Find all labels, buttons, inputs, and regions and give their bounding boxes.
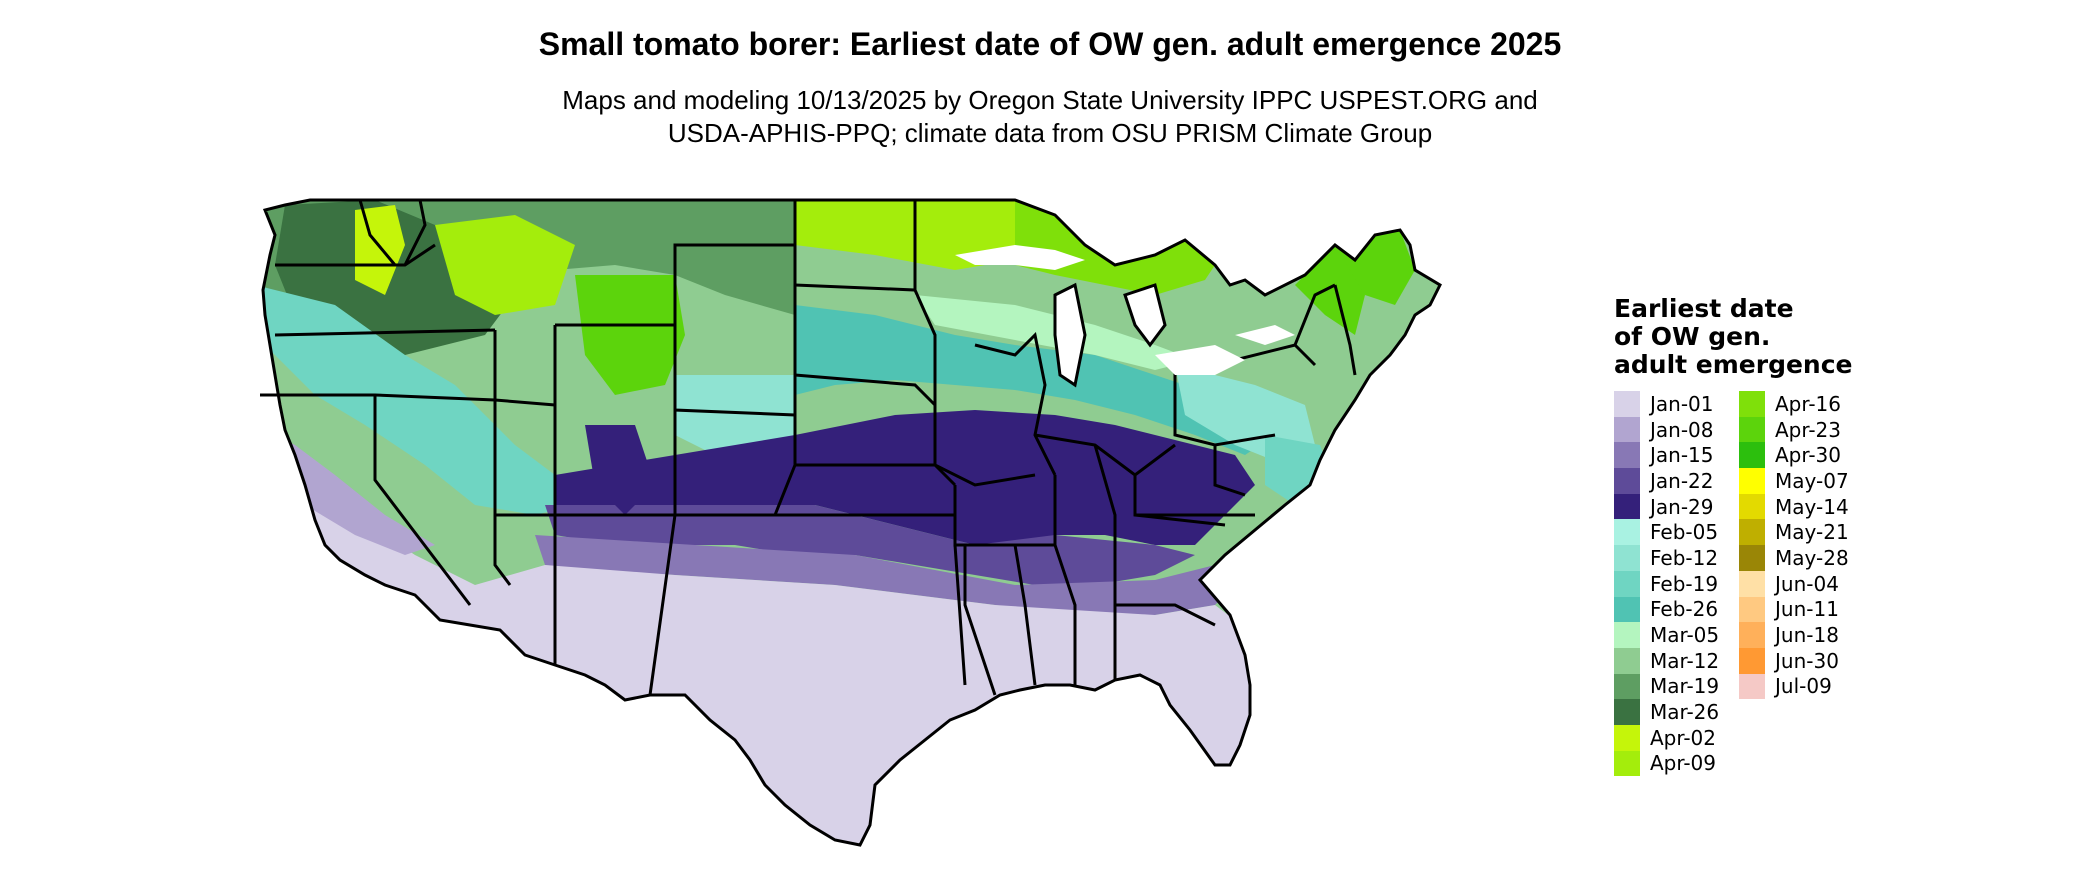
legend-label: Mar-05 xyxy=(1650,623,1720,648)
legend-label: Jun-30 xyxy=(1775,648,1839,673)
legend-item: Jul-09 xyxy=(1739,673,1849,700)
legend-swatch xyxy=(1739,493,1765,520)
legend-title-line-2: of OW gen. xyxy=(1614,322,1771,351)
map-subtitle: Maps and modeling 10/13/2025 by Oregon S… xyxy=(0,84,2100,150)
legend-swatch xyxy=(1739,416,1765,443)
us-map-svg xyxy=(260,198,1442,847)
legend-swatch xyxy=(1614,622,1640,648)
legend-label: May-28 xyxy=(1775,545,1849,570)
legend-item: Mar-26 xyxy=(1614,699,1719,725)
legend-item: May-14 xyxy=(1739,493,1849,520)
legend-swatch xyxy=(1614,468,1640,494)
legend-swatch xyxy=(1614,596,1640,623)
us-map xyxy=(255,185,1595,885)
legend-item: Jun-30 xyxy=(1739,647,1849,674)
legend-swatch xyxy=(1614,442,1640,469)
legend-swatch xyxy=(1739,647,1765,674)
legend-item: Feb-19 xyxy=(1614,570,1719,597)
legend-swatch xyxy=(1739,545,1765,571)
legend-label: Jun-11 xyxy=(1775,597,1839,622)
legend-label: Feb-19 xyxy=(1650,571,1719,596)
lake-shorelines xyxy=(1053,282,1167,388)
state-boundaries xyxy=(260,198,1442,847)
legend-item: Jan-22 xyxy=(1614,468,1719,494)
legend-swatch xyxy=(1739,622,1765,648)
legend-item: Feb-05 xyxy=(1614,519,1719,546)
subtitle-line-1: Maps and modeling 10/13/2025 by Oregon S… xyxy=(562,85,1538,115)
legend-item: Apr-02 xyxy=(1614,724,1719,751)
legend-swatch xyxy=(1614,570,1640,597)
legend-item: Mar-12 xyxy=(1614,647,1720,674)
legend-swatch xyxy=(1739,468,1765,494)
great-lakes xyxy=(955,245,1295,385)
legend-item: Mar-05 xyxy=(1614,622,1719,648)
legend-item: May-07 xyxy=(1739,468,1849,494)
legend-label: Mar-19 xyxy=(1650,674,1720,699)
legend-item: Jun-18 xyxy=(1739,622,1849,648)
legend-item: Apr-30 xyxy=(1739,442,1849,469)
legend-label: Apr-09 xyxy=(1650,751,1716,776)
legend-swatch xyxy=(1614,750,1640,777)
legend-column-2: Apr-16 Apr-23 Apr-30 May-07 May-14 May-21 May-… xyxy=(1739,391,1849,700)
map-title: Small tomato borer: Earliest date of OW … xyxy=(538,26,1562,62)
legend-label: Jan-29 xyxy=(1650,494,1714,519)
legend-item: Jan-01 xyxy=(1614,391,1719,417)
legend-item: Feb-26 xyxy=(1614,596,1719,623)
legend-item: Feb-12 xyxy=(1614,545,1719,571)
legend-label: Apr-16 xyxy=(1775,391,1841,416)
legend-item: Apr-09 xyxy=(1614,750,1719,777)
legend-swatch xyxy=(1739,519,1765,546)
legend-label: May-21 xyxy=(1775,520,1849,545)
legend-swatch xyxy=(1614,416,1640,443)
legend-label: Jan-01 xyxy=(1650,391,1714,416)
legend-swatch xyxy=(1614,673,1640,700)
legend-item: Apr-23 xyxy=(1739,416,1849,443)
legend-swatch xyxy=(1614,493,1640,520)
legend-column-1: Jan-01 Jan-08 Jan-15 Jan-22 Jan-29 Feb-05 Feb-… xyxy=(1614,391,1720,777)
legend-swatch xyxy=(1614,647,1640,674)
legend-label: May-07 xyxy=(1775,468,1849,493)
legend-item: Jan-15 xyxy=(1614,442,1719,469)
legend-label: Apr-23 xyxy=(1775,417,1841,442)
legend-label: Mar-26 xyxy=(1650,700,1720,725)
legend-item: Mar-19 xyxy=(1614,673,1720,700)
legend-label: Jun-04 xyxy=(1775,571,1839,596)
legend-swatch xyxy=(1739,570,1765,597)
map-legend: Earliest date of OW gen. adult emergence… xyxy=(1614,295,2034,777)
legend-swatch xyxy=(1739,442,1765,469)
legend-label: Jan-08 xyxy=(1650,417,1714,442)
legend-swatch xyxy=(1614,391,1640,417)
legend-label: Feb-26 xyxy=(1650,597,1719,622)
legend-item: Jan-29 xyxy=(1614,493,1719,520)
legend-item: Apr-16 xyxy=(1739,391,1849,417)
legend-title-line-3: adult emergence xyxy=(1614,350,1853,379)
legend-title-line-1: Earliest date xyxy=(1614,294,1794,323)
legend-label: Jun-18 xyxy=(1775,623,1839,648)
legend-item: Jun-04 xyxy=(1739,570,1849,597)
legend-swatch xyxy=(1739,596,1765,623)
legend-label: Apr-30 xyxy=(1775,443,1841,468)
legend-item: Jun-11 xyxy=(1739,596,1849,623)
legend-item: Jan-08 xyxy=(1614,416,1719,443)
legend-swatch xyxy=(1614,699,1640,725)
legend-label: Jan-15 xyxy=(1650,443,1714,468)
legend-label: Jul-09 xyxy=(1775,674,1832,699)
legend-label: May-14 xyxy=(1775,494,1849,519)
emergence-zones xyxy=(263,200,1440,845)
legend-item: May-28 xyxy=(1739,545,1849,571)
legend-title: Earliest date of OW gen. adult emergence xyxy=(1614,295,2034,379)
subtitle-line-2: USDA-APHIS-PPQ; climate data from OSU PR… xyxy=(667,118,1433,148)
legend-label: Jan-22 xyxy=(1650,468,1714,493)
legend-swatch xyxy=(1614,519,1640,546)
legend-swatch xyxy=(1614,724,1640,751)
legend-label: Apr-02 xyxy=(1650,725,1716,750)
legend-label: Feb-05 xyxy=(1650,520,1719,545)
legend-swatch xyxy=(1739,391,1765,417)
legend-swatch xyxy=(1614,545,1640,571)
legend-label: Feb-12 xyxy=(1650,545,1719,570)
legend-swatch xyxy=(1739,673,1765,700)
legend-item: May-21 xyxy=(1739,519,1849,546)
legend-label: Mar-12 xyxy=(1650,648,1720,673)
